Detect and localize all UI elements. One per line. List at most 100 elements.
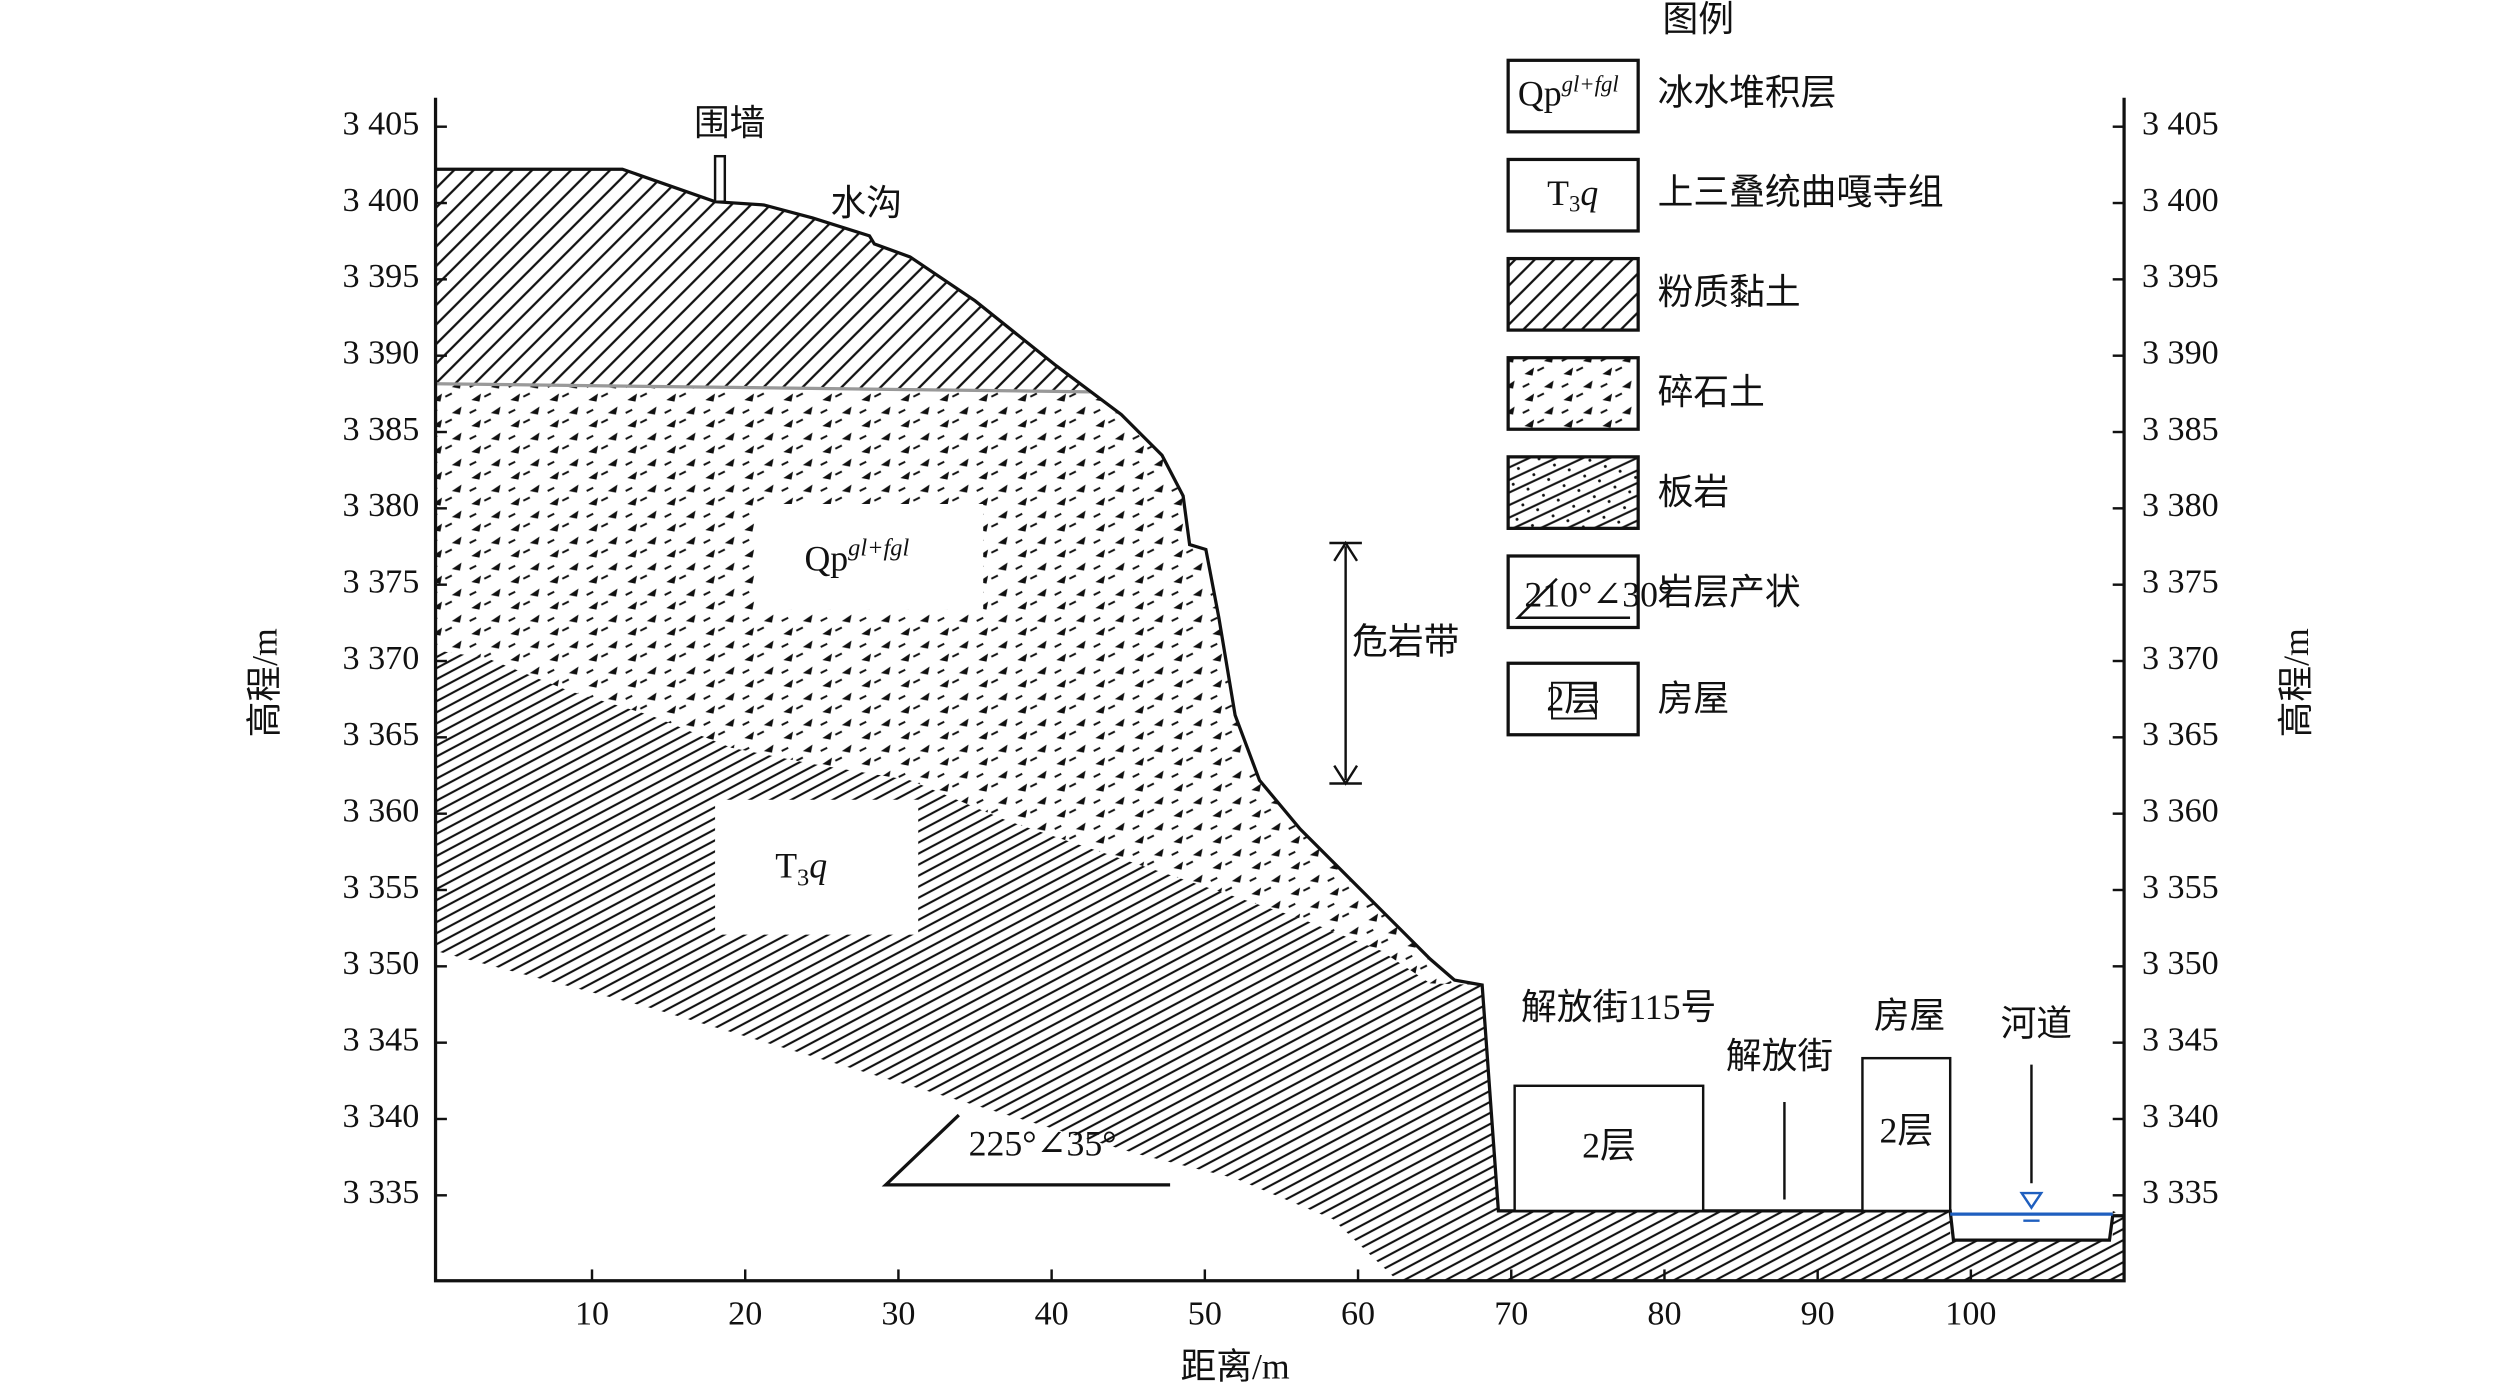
y-tick-label: 3 345 bbox=[343, 1021, 420, 1058]
y-tick-label: 3 385 bbox=[343, 411, 420, 448]
legend-box bbox=[1506, 157, 1640, 233]
legend-label: 板岩 bbox=[1658, 472, 1729, 512]
legend-box bbox=[1506, 58, 1640, 134]
y-tick-label-right: 3 395 bbox=[2142, 258, 2219, 295]
y-tick-label-right: 3 355 bbox=[2142, 869, 2219, 906]
y-axis-label-right: 高程/m bbox=[2276, 628, 2316, 737]
x-tick-label: 90 bbox=[1801, 1295, 1835, 1332]
house-label: 2层 bbox=[1880, 1111, 1934, 1151]
y-tick-label-right: 3 370 bbox=[2142, 640, 2219, 677]
house bbox=[1861, 1056, 1952, 1213]
ticks: 10 20 30 40 50 60 70 80 90 100 3 335 3 335 3 340 3 34… bbox=[343, 106, 2219, 1333]
legend-attitude bbox=[1514, 577, 1631, 619]
unit-label: Qpgl+fgl bbox=[804, 534, 909, 579]
y-tick-label-right: 3 350 bbox=[2142, 945, 2219, 982]
ditch-label: 水沟 bbox=[830, 183, 902, 223]
legend-label: 岩层产状 bbox=[1658, 572, 1801, 612]
label-box bbox=[755, 503, 984, 610]
x-tick-label: 10 bbox=[575, 1295, 609, 1332]
symbol-sub: 3 bbox=[1569, 192, 1580, 217]
legend-house bbox=[1551, 681, 1597, 720]
symbol-text: Qp bbox=[1518, 74, 1562, 114]
wall-label: 围墙 bbox=[694, 103, 766, 143]
y-tick-label: 3 335 bbox=[343, 1174, 420, 1211]
legend-label: 碎石土 bbox=[1658, 372, 1765, 412]
y-tick-label-right: 3 375 bbox=[2142, 564, 2219, 601]
house bbox=[1513, 1084, 1705, 1213]
y-tick-label: 3 375 bbox=[343, 564, 420, 601]
y-tick-label: 3 365 bbox=[343, 716, 420, 753]
legend-symbol: 210°∠30° bbox=[1524, 574, 1672, 614]
legend-symbol: Qpgl+fgl bbox=[1518, 72, 1619, 114]
y-tick-label: 3 390 bbox=[343, 335, 420, 372]
y-tick-label: 3 350 bbox=[343, 945, 420, 982]
y-tick-label: 3 355 bbox=[343, 869, 420, 906]
danger-label: 危岩带 bbox=[1352, 622, 1459, 662]
x-tick-label: 80 bbox=[1647, 1295, 1681, 1332]
gravel-layer bbox=[435, 383, 1483, 986]
y-tick-label-right: 3 360 bbox=[2142, 792, 2219, 829]
y-tick-label-right: 3 385 bbox=[2142, 411, 2219, 448]
house-note: 房屋 bbox=[1874, 995, 1945, 1035]
layer-boundary bbox=[435, 382, 1091, 394]
street-115-label: 解放街115号 bbox=[1521, 987, 1716, 1027]
y-tick-label: 3 395 bbox=[343, 258, 420, 295]
legend-label: 粉质黏土 bbox=[1658, 272, 1801, 312]
x-tick-label: 20 bbox=[728, 1295, 762, 1332]
y-axis-label: 高程/m bbox=[244, 628, 284, 737]
symbol-text: T bbox=[1547, 173, 1569, 213]
y-tick-label-right: 3 345 bbox=[2142, 1021, 2219, 1058]
water-symbol bbox=[2019, 1191, 2044, 1222]
y-tick-label-right: 3 380 bbox=[2142, 487, 2219, 524]
legend-box bbox=[1506, 356, 1640, 431]
y-tick-label-right: 3 390 bbox=[2142, 335, 2219, 372]
house-label: 2层 bbox=[1582, 1125, 1636, 1165]
attitude-label: 225°∠35° bbox=[969, 1124, 1117, 1164]
danger-arrow-heads bbox=[1329, 540, 1362, 786]
legend-label: 冰水堆积层 bbox=[1658, 72, 1837, 112]
y-tick-label: 3 370 bbox=[343, 640, 420, 677]
x-tick-label: 50 bbox=[1188, 1295, 1222, 1332]
legend-label: 房屋 bbox=[1658, 678, 1729, 718]
river-label: 河道 bbox=[2001, 1003, 2073, 1043]
x-tick-label: 30 bbox=[881, 1295, 915, 1332]
unit-sup: gl+fgl bbox=[848, 534, 909, 561]
symbol-italic: q bbox=[1580, 173, 1598, 213]
legend-box bbox=[1506, 455, 1640, 530]
label-box bbox=[715, 799, 919, 935]
unit-label: T3q bbox=[775, 846, 827, 891]
x-tick-label: 60 bbox=[1341, 1295, 1375, 1332]
clay-layer bbox=[435, 169, 1091, 392]
wall bbox=[713, 154, 727, 203]
legend-label: 上三叠统曲嘎寺组 bbox=[1658, 172, 1944, 212]
y-tick-label-right: 3 405 bbox=[2142, 106, 2219, 143]
x-tick-label: 100 bbox=[1945, 1295, 1996, 1332]
y-tick-label: 3 380 bbox=[343, 487, 420, 524]
attitude-symbol bbox=[881, 1113, 1171, 1187]
legend-box bbox=[1506, 256, 1640, 332]
unit-text: T bbox=[775, 846, 797, 886]
y-tick-label-right: 3 365 bbox=[2142, 716, 2219, 753]
y-tick-label: 3 405 bbox=[343, 106, 420, 143]
y-tick-label-right: 3 400 bbox=[2142, 182, 2219, 219]
legend-symbol: T3q bbox=[1547, 173, 1598, 217]
legend-box bbox=[1506, 554, 1640, 630]
unit-italic: q bbox=[809, 846, 827, 886]
x-tick-label: 70 bbox=[1494, 1295, 1528, 1332]
x-tick-label: 40 bbox=[1035, 1295, 1069, 1332]
x-axis-label: 距离/m bbox=[1180, 1346, 1289, 1385]
symbol-sup: gl+fgl bbox=[1562, 72, 1619, 97]
axis-frame bbox=[433, 97, 2126, 1283]
legend-symbol: 2层 bbox=[1546, 678, 1600, 718]
legend: Qpgl+fgl T3q 210°∠30° 2层 冰水堆积层上三叠统曲嘎寺组粉质… bbox=[1506, 58, 1944, 737]
y-tick-label-right: 3 335 bbox=[2142, 1174, 2219, 1211]
y-tick-label: 3 340 bbox=[343, 1098, 420, 1135]
street-label: 解放街 bbox=[1726, 1036, 1833, 1076]
y-tick-label: 3 400 bbox=[343, 182, 420, 219]
legend-title: 图例 bbox=[1663, 0, 1735, 39]
unit-text: Qp bbox=[804, 539, 848, 579]
y-tick-label-right: 3 340 bbox=[2142, 1098, 2219, 1135]
y-tick-label: 3 360 bbox=[343, 792, 420, 829]
